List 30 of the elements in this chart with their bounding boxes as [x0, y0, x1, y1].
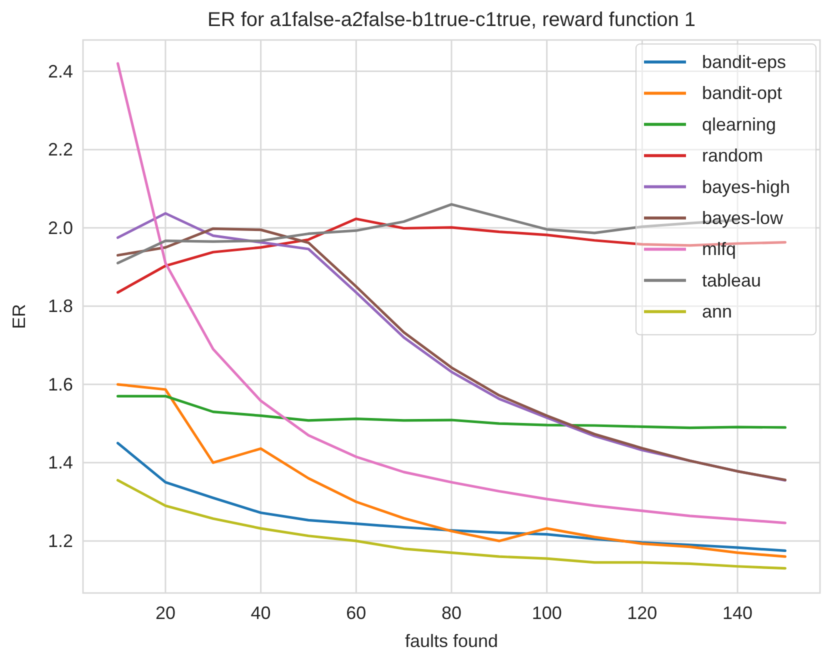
x-tick-label: 40 [250, 603, 271, 623]
y-tick-label: 1.4 [48, 452, 73, 473]
chart-title: ER for a1false-a2false-b1true-c1true, reward function 1 [207, 9, 696, 31]
y-tick-label: 1.8 [48, 296, 73, 316]
y-tick-label: 2.4 [48, 61, 73, 82]
line-series [116, 478, 786, 570]
line-series [116, 383, 786, 558]
y-tick-label: 2.2 [48, 140, 73, 160]
x-tick-label: 80 [441, 603, 462, 623]
x-tick-label: 60 [346, 603, 366, 623]
legend-label: ann [702, 302, 732, 322]
legend-label: bayes-high [702, 176, 790, 197]
x-tick-label: 20 [155, 603, 176, 623]
y-axis-title: ER [9, 304, 29, 330]
legend-label: bandit-eps [702, 52, 786, 72]
line-series [116, 394, 786, 430]
x-axis-title: faults found [404, 631, 498, 651]
legend-label: mlfq [702, 239, 736, 260]
y-tick-label: 1.6 [48, 374, 73, 394]
legend-label: qlearning [702, 114, 776, 134]
x-tick-label: 120 [627, 603, 658, 623]
legend-label: random [702, 146, 764, 166]
line-series [116, 442, 786, 552]
legend-label: bandit-opt [702, 83, 782, 104]
y-tick-label: 2.0 [48, 218, 73, 238]
legend-label: tableau [702, 270, 762, 290]
x-tick-label: 140 [722, 603, 753, 623]
x-tick-label: 100 [532, 603, 562, 623]
legend-label: bayes-low [702, 208, 784, 228]
y-tick-label: 1.2 [48, 530, 73, 551]
